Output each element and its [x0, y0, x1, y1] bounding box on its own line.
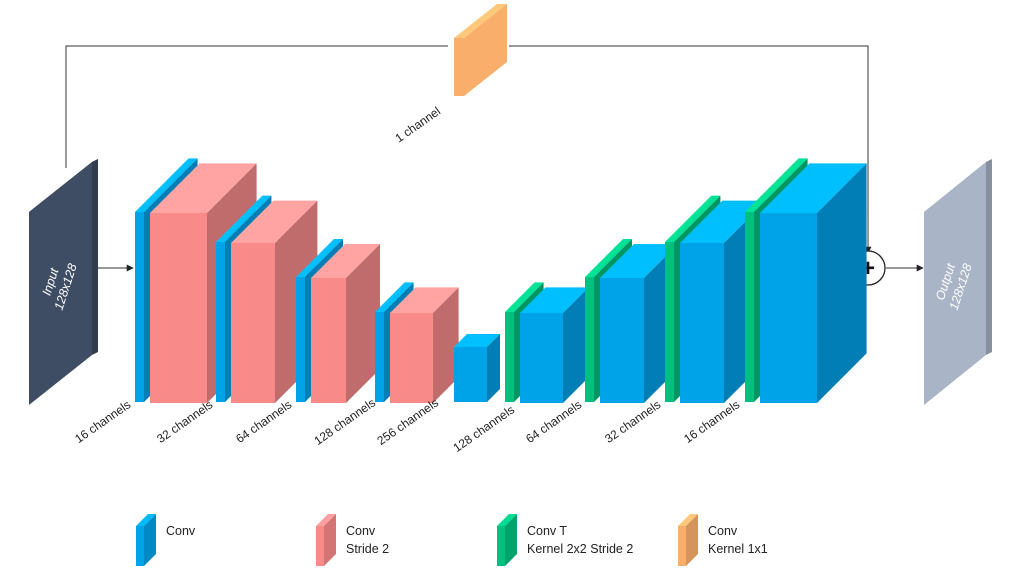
legend-item-1: Conv — [136, 514, 196, 566]
stage-5 — [454, 334, 500, 402]
stage-label-9: 16 channels — [681, 397, 742, 446]
stage-9 — [745, 158, 867, 403]
stage-label-2: 32 channels — [154, 397, 215, 446]
stage-label-8: 32 channels — [602, 397, 663, 446]
stage-label-3: 64 channels — [233, 397, 294, 446]
stage-6 — [505, 282, 589, 403]
stage-2 — [216, 195, 318, 403]
legend-item-4-title: Conv — [708, 524, 738, 538]
stage-4 — [375, 282, 459, 403]
output-plane — [924, 159, 992, 405]
skip-connection-right-wire — [509, 45, 872, 254]
legend-item-3-detail: Kernel 2x2 Stride 2 — [527, 542, 633, 556]
legend-item-2: Conv Stride 2 — [316, 514, 389, 566]
stage-7 — [585, 239, 678, 403]
stage-label-6: 128 channels — [450, 403, 517, 455]
skip-conv-1x1-face — [464, 4, 507, 96]
stage-5-layer-b — [454, 334, 500, 402]
stage-3 — [296, 239, 380, 403]
skip-conv-1x1-top — [454, 4, 507, 38]
legend-item-4-detail: Kernel 1x1 — [708, 542, 768, 556]
legend-item-1-title: Conv — [166, 524, 196, 538]
stage-label-7: 64 channels — [523, 397, 584, 446]
legend-item-3-title: Conv T — [527, 524, 567, 538]
input-plane — [29, 159, 98, 405]
stage-label-4: 128 channels — [311, 396, 378, 448]
legend-item-3: Conv T Kernel 2x2 Stride 2 — [497, 514, 633, 566]
legend-item-2-detail: Stride 2 — [346, 542, 389, 556]
stage-3-layer-b — [311, 244, 380, 403]
legend-item-2-title: Conv — [346, 524, 376, 538]
skip-block-label: 1 channel — [392, 104, 443, 145]
stage-6-layer-b — [520, 287, 589, 403]
stage-label-5: 256 channels — [374, 396, 441, 448]
stage-9-layer-b — [760, 163, 867, 403]
skip-connection-left-wire — [65, 45, 448, 168]
stage-4-layer-b — [390, 287, 459, 403]
stage-label-1: 16 channels — [72, 397, 133, 446]
skip-conv-1x1-block — [454, 38, 464, 96]
legend-item-4: Conv Kernel 1x1 — [678, 514, 768, 566]
